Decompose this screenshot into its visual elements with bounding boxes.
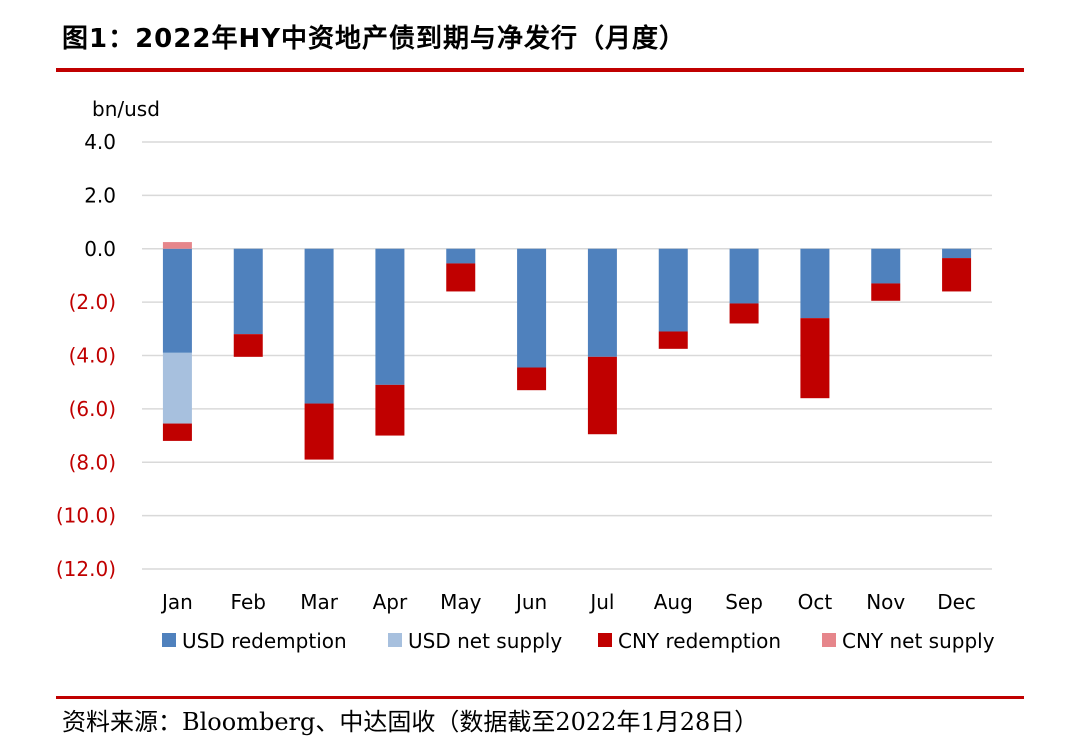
y-tick-label: (4.0): [69, 344, 116, 368]
bar-usd-redemption-jul: [587, 248, 617, 357]
bar-cny-redemption-aug: [658, 331, 688, 349]
bar-usd-redemption-may: [446, 248, 476, 264]
bar-cny-redemption-apr: [375, 384, 405, 436]
source-note: 资料来源：Bloomberg、中达固收（数据截至2022年1月28日）: [62, 708, 759, 736]
legend-swatch: [822, 633, 836, 647]
y-tick-label: (12.0): [56, 557, 116, 581]
bar-usd-redemption-feb: [233, 248, 263, 335]
legend-label: CNY redemption: [618, 629, 781, 653]
y-tick-label: (2.0): [69, 290, 116, 314]
chart-title: 图1：2022年HY中资地产债到期与净发行（月度）: [62, 24, 687, 54]
bar-cny-redemption-mar: [304, 403, 334, 460]
source-rule: [56, 696, 1024, 699]
x-tick-label: Mar: [300, 590, 339, 614]
legend-label: USD redemption: [182, 629, 347, 653]
bar-cny-redemption-jun: [517, 367, 547, 391]
y-tick-label: 2.0: [84, 183, 116, 207]
bar-cny-redemption-nov: [871, 283, 901, 301]
x-tick-label: Sep: [725, 590, 763, 614]
x-tick-label: Jul: [588, 590, 614, 614]
bar-cny-redemption-dec: [942, 258, 972, 292]
bar-cny-redemption-oct: [800, 318, 830, 399]
x-tick-label: Jan: [160, 590, 193, 614]
bar-cny-net-supply-jan: [162, 242, 192, 249]
x-tick-label: Feb: [231, 590, 266, 614]
y-tick-label: 4.0: [84, 130, 116, 154]
x-tick-label: Oct: [798, 590, 833, 614]
y-tick-label: (10.0): [56, 504, 116, 528]
bar-usd-redemption-aug: [658, 248, 688, 332]
legend-swatch: [598, 633, 612, 647]
x-tick-label: Dec: [937, 590, 976, 614]
bar-usd-redemption-oct: [800, 248, 830, 319]
bar-usd-redemption-jan: [162, 248, 192, 353]
legend-label: USD net supply: [408, 629, 562, 653]
title-underline: [56, 68, 1024, 72]
legend-swatch: [388, 633, 402, 647]
bar-cny-redemption-jan: [162, 423, 192, 441]
bar-usd-redemption-apr: [375, 248, 405, 385]
bar-usd-redemption-jun: [517, 248, 547, 368]
y-tick-label: (6.0): [69, 397, 116, 421]
legend-label: CNY net supply: [842, 629, 995, 653]
bar-cny-redemption-sep: [729, 303, 759, 324]
legend-swatch: [162, 633, 176, 647]
bar-usd-redemption-dec: [942, 248, 972, 259]
bar-usd-redemption-nov: [871, 248, 901, 284]
x-tick-label: Jun: [514, 590, 547, 614]
bar-cny-redemption-jul: [587, 356, 617, 435]
x-axis-ticks: Jan Feb Mar Apr May Jun Jul Aug Sep Oct Nov Dec: [160, 590, 976, 614]
bar-usd-redemption-sep: [729, 248, 759, 304]
bar-cny-redemption-may: [446, 263, 476, 292]
bar-usd-net-supply-jan: [162, 352, 192, 424]
y-tick-label: 0.0: [84, 237, 116, 261]
bar-usd-redemption-mar: [304, 248, 334, 404]
y-axis-ticks: 4.0 2.0 0.0 (2.0) (4.0) (6.0) (8.0) (10.0) (12.0…: [56, 130, 116, 581]
x-tick-label: May: [440, 590, 482, 614]
bars: [162, 242, 972, 460]
y-axis-unit-label: bn/usd: [92, 97, 160, 121]
legend: USD redemption USD net supply CNY redempti…: [162, 629, 995, 653]
x-tick-label: Nov: [866, 590, 905, 614]
y-tick-label: (8.0): [69, 450, 116, 474]
grid-lines: [142, 141, 992, 570]
x-tick-label: Aug: [654, 590, 693, 614]
bar-cny-redemption-feb: [233, 334, 263, 357]
x-tick-label: Apr: [373, 590, 408, 614]
